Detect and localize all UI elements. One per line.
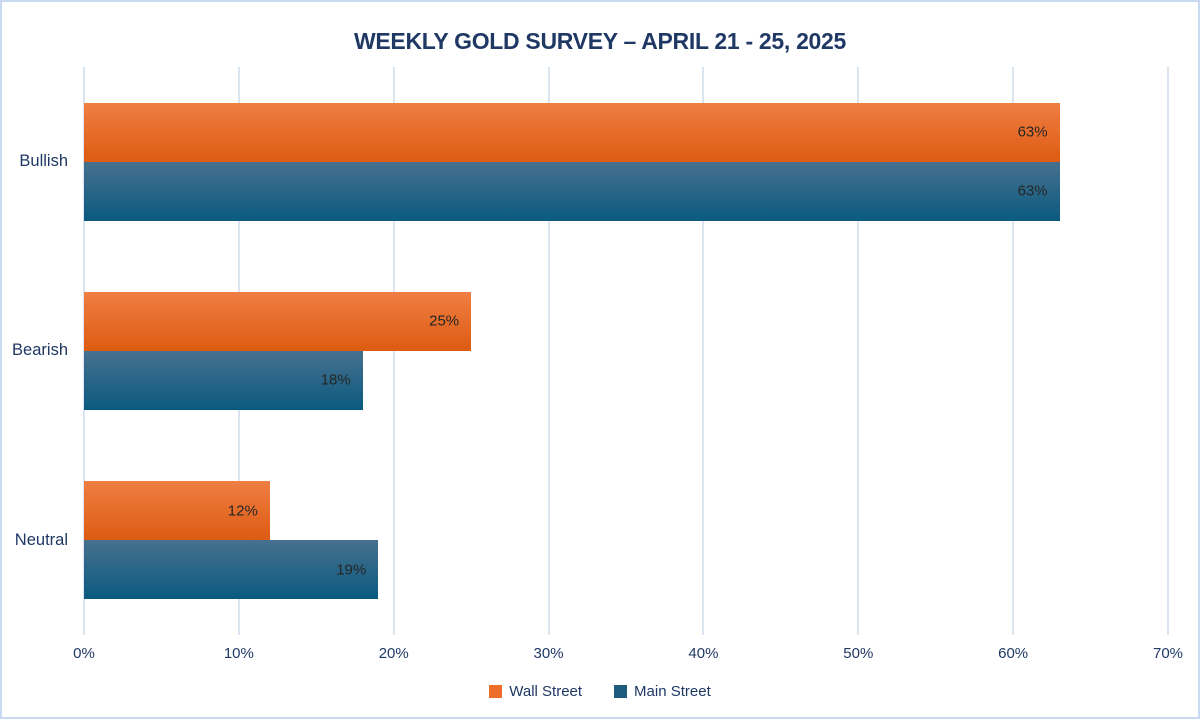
- bar-wall-street: 25%: [84, 291, 472, 351]
- gridline: [857, 67, 860, 635]
- bar-value-label: 19%: [336, 561, 367, 579]
- x-tick-label: 30%: [533, 645, 564, 662]
- x-tick-label: 0%: [73, 645, 95, 662]
- bar-value-label: 18%: [320, 371, 351, 389]
- legend-item-main-street: Main Street: [614, 683, 711, 700]
- legend-swatch-main-street: [614, 685, 628, 698]
- category-label-neutral: Neutral: [14, 530, 68, 549]
- bar-rows: 63% 63% 25% 18% 12% 19%: [84, 67, 1168, 635]
- x-tick-label: 70%: [1152, 645, 1184, 662]
- bar-value-label: 25%: [429, 312, 460, 330]
- x-tick-label: 40%: [688, 645, 719, 662]
- gridline: [1167, 67, 1169, 635]
- bar-value-label: 12%: [227, 502, 258, 520]
- x-tick-label: 50%: [843, 645, 874, 662]
- bar-value-label: 63%: [1017, 123, 1048, 141]
- legend-item-wall-street: Wall Street: [489, 683, 582, 700]
- gridline: [547, 67, 550, 635]
- bar-main-street: 18%: [84, 350, 363, 410]
- bar-wall-street: 63%: [84, 102, 1060, 162]
- x-tick-label: 20%: [378, 645, 409, 662]
- category-label-bearish: Bearish: [12, 341, 68, 360]
- legend: Wall Street Main Street: [2, 683, 1198, 700]
- legend-swatch-wall-street: [489, 685, 503, 698]
- bar-main-street: 19%: [84, 540, 379, 600]
- bar-wall-street: 12%: [84, 481, 270, 541]
- category-slot: 63% 63%: [84, 67, 1168, 256]
- legend-label-main-street: Main Street: [634, 683, 711, 700]
- value-axis: 0% 10% 20% 30% 40% 50% 60% 70%: [73, 645, 1183, 667]
- legend-label-wall-street: Wall Street: [509, 683, 583, 700]
- category-label-bullish: Bullish: [19, 152, 68, 171]
- category-slot: 25% 18%: [84, 256, 1168, 445]
- x-tick-label: 60%: [998, 645, 1029, 662]
- category-axis: Bullish Bearish Neutral: [2, 67, 72, 635]
- gridline: [392, 67, 395, 635]
- bar-value-label: 63%: [1017, 182, 1048, 200]
- plot-area: 63% 63% 25% 18% 12% 19%: [83, 67, 1169, 635]
- gridline: [1012, 67, 1015, 635]
- bar-main-street: 63%: [84, 161, 1060, 221]
- chart-title: WEEKLY GOLD SURVEY – APRIL 21 - 25, 2025: [353, 28, 847, 54]
- category-slot: 12% 19%: [84, 446, 1168, 635]
- gridline: [702, 67, 705, 635]
- x-tick-label: 10%: [223, 645, 254, 662]
